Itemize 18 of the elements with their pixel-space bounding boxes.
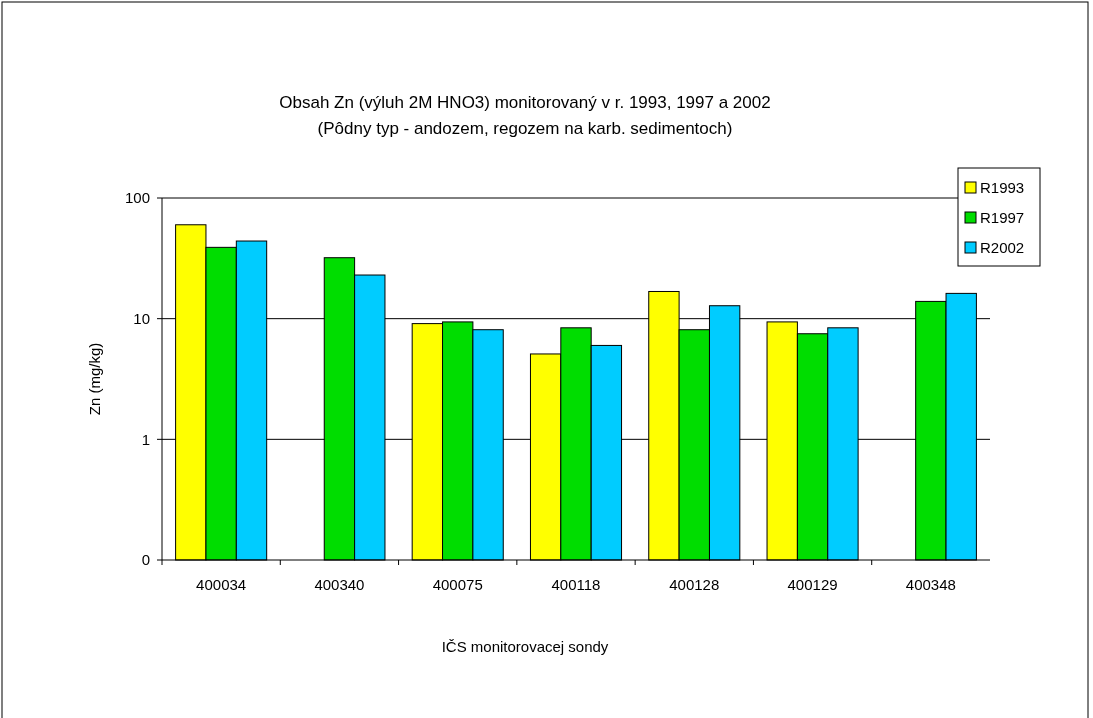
- x-tick-label: 400034: [196, 576, 247, 593]
- x-tick-label: 400128: [669, 576, 720, 593]
- x-axis-title: IČS monitorovacej sondy: [441, 638, 609, 655]
- y-tick-label: 0: [141, 551, 150, 569]
- y-tick-label: 1: [141, 430, 150, 448]
- legend-label: R1997: [980, 209, 1025, 227]
- x-tick-label: 400129: [787, 576, 838, 593]
- x-tick-label: 400348: [905, 576, 956, 593]
- chart-subtitle: (Pôdny typ - andozem, regozem na karb. sedimentoch): [317, 119, 733, 138]
- x-tick-label: 400075: [432, 576, 483, 593]
- y-axis-title: Zn (mg/kg): [86, 342, 103, 416]
- y-tick-label: 100: [124, 189, 150, 207]
- legend-label: R1993: [980, 179, 1025, 197]
- legend-label: R2002: [980, 239, 1025, 257]
- chart-title: Obsah Zn (výluh 2M HNO3) monitorovaný v r. 1993, 1997 a 2002: [279, 93, 771, 112]
- x-tick-label: 400340: [314, 576, 365, 593]
- y-tick-label: 10: [133, 309, 150, 327]
- x-tick-label: 400118: [551, 576, 601, 593]
